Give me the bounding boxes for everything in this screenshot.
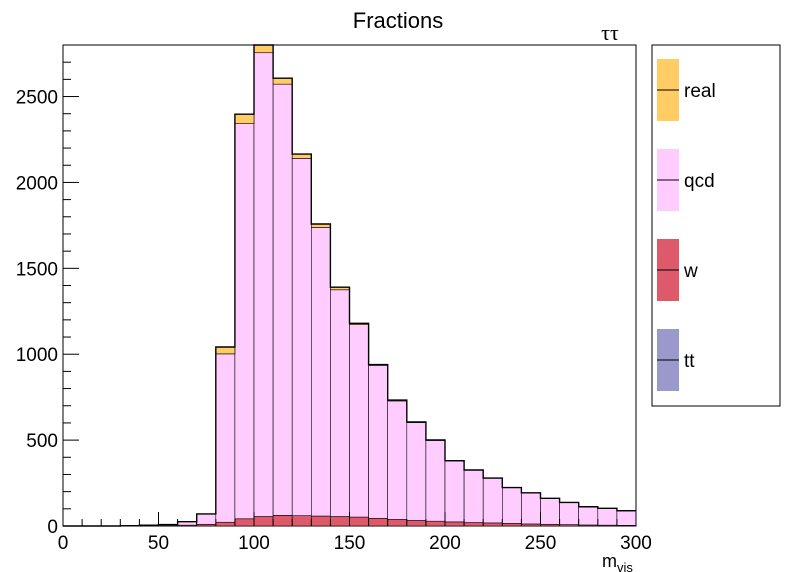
bar-qcd-8 (215, 353, 236, 523)
bar-qcd-23 (501, 487, 522, 524)
bar-w-20 (444, 521, 465, 527)
x-axis-label-sub: vis (617, 560, 633, 572)
x-tick-label-200: 200 (429, 533, 461, 554)
x-tick-label-100: 100 (238, 533, 270, 554)
bar-w-11 (272, 515, 293, 527)
axes: 0 50 100 150 200 250 300 0 500 1000 1500 2000 2500 (16, 44, 652, 554)
bars (120, 44, 637, 527)
y-tick-label-2000: 2000 (16, 173, 58, 194)
bar-w-23 (501, 523, 522, 527)
bar-qcd-26 (559, 502, 579, 525)
x-axis-label-main: m (602, 551, 617, 571)
bar-qcd-20 (444, 460, 465, 523)
bar-w-10 (253, 516, 274, 527)
bar-qcd-25 (540, 498, 560, 525)
bar-qcd-7 (196, 513, 217, 525)
bar-qcd-28 (597, 508, 618, 526)
y-tick-label-500: 500 (26, 431, 58, 452)
bar-real-10 (253, 44, 274, 54)
y-tick-label-0: 0 (47, 517, 58, 538)
x-tick-label-50: 50 (148, 533, 169, 554)
bar-w-19 (425, 520, 446, 527)
legend-label-real: real (684, 81, 716, 102)
bar-qcd-11 (272, 83, 293, 516)
bar-w-18 (406, 520, 427, 527)
bar-qcd-16 (368, 365, 389, 519)
bar-real-11 (272, 77, 293, 85)
bar-w-21 (463, 522, 484, 527)
bar-qcd-17 (387, 400, 408, 520)
x-tick-label-300: 300 (620, 533, 652, 554)
bar-qcd-18 (406, 422, 427, 521)
x-tick-label-0: 0 (58, 533, 69, 554)
bar-qcd-22 (482, 477, 503, 524)
bar-qcd-19 (425, 440, 446, 522)
y-tick-label-1000: 1000 (16, 345, 58, 366)
bar-w-14 (330, 516, 350, 527)
legend-label-tt: tt (684, 351, 695, 372)
bar-qcd-13 (310, 227, 331, 517)
bar-qcd-15 (349, 324, 369, 518)
bar-qcd-21 (463, 469, 484, 523)
y-tick-label-2500: 2500 (16, 88, 58, 109)
bar-real-9 (234, 113, 255, 124)
bar-w-15 (349, 516, 369, 527)
bar-w-24 (521, 523, 541, 527)
legend-label-w: w (683, 261, 698, 282)
legend-label-qcd: qcd (684, 171, 715, 192)
x-tick-label-250: 250 (525, 533, 557, 554)
bar-w-17 (387, 519, 408, 527)
bar-real-8 (215, 346, 236, 355)
bar-w-12 (291, 515, 312, 527)
bar-qcd-9 (234, 123, 255, 520)
corner-label: ττ (601, 20, 619, 45)
bar-qcd-27 (578, 506, 599, 526)
bar-qcd-10 (253, 52, 274, 517)
bar-w-16 (368, 517, 389, 527)
bar-qcd-12 (291, 158, 312, 516)
bar-qcd-14 (330, 289, 350, 517)
y-tick-label-1500: 1500 (16, 259, 58, 280)
bar-w-13 (310, 515, 331, 527)
bar-w-22 (482, 522, 503, 527)
bar-qcd-24 (521, 492, 541, 525)
chart-title: Fractions (353, 8, 443, 33)
bar-qcd-29 (616, 510, 637, 526)
bar-w-9 (234, 518, 255, 527)
bar-w-8 (215, 521, 236, 527)
x-axis-label: mvis (602, 551, 633, 572)
legend: real qcd w tt (657, 59, 716, 391)
x-tick-label-150: 150 (334, 533, 366, 554)
